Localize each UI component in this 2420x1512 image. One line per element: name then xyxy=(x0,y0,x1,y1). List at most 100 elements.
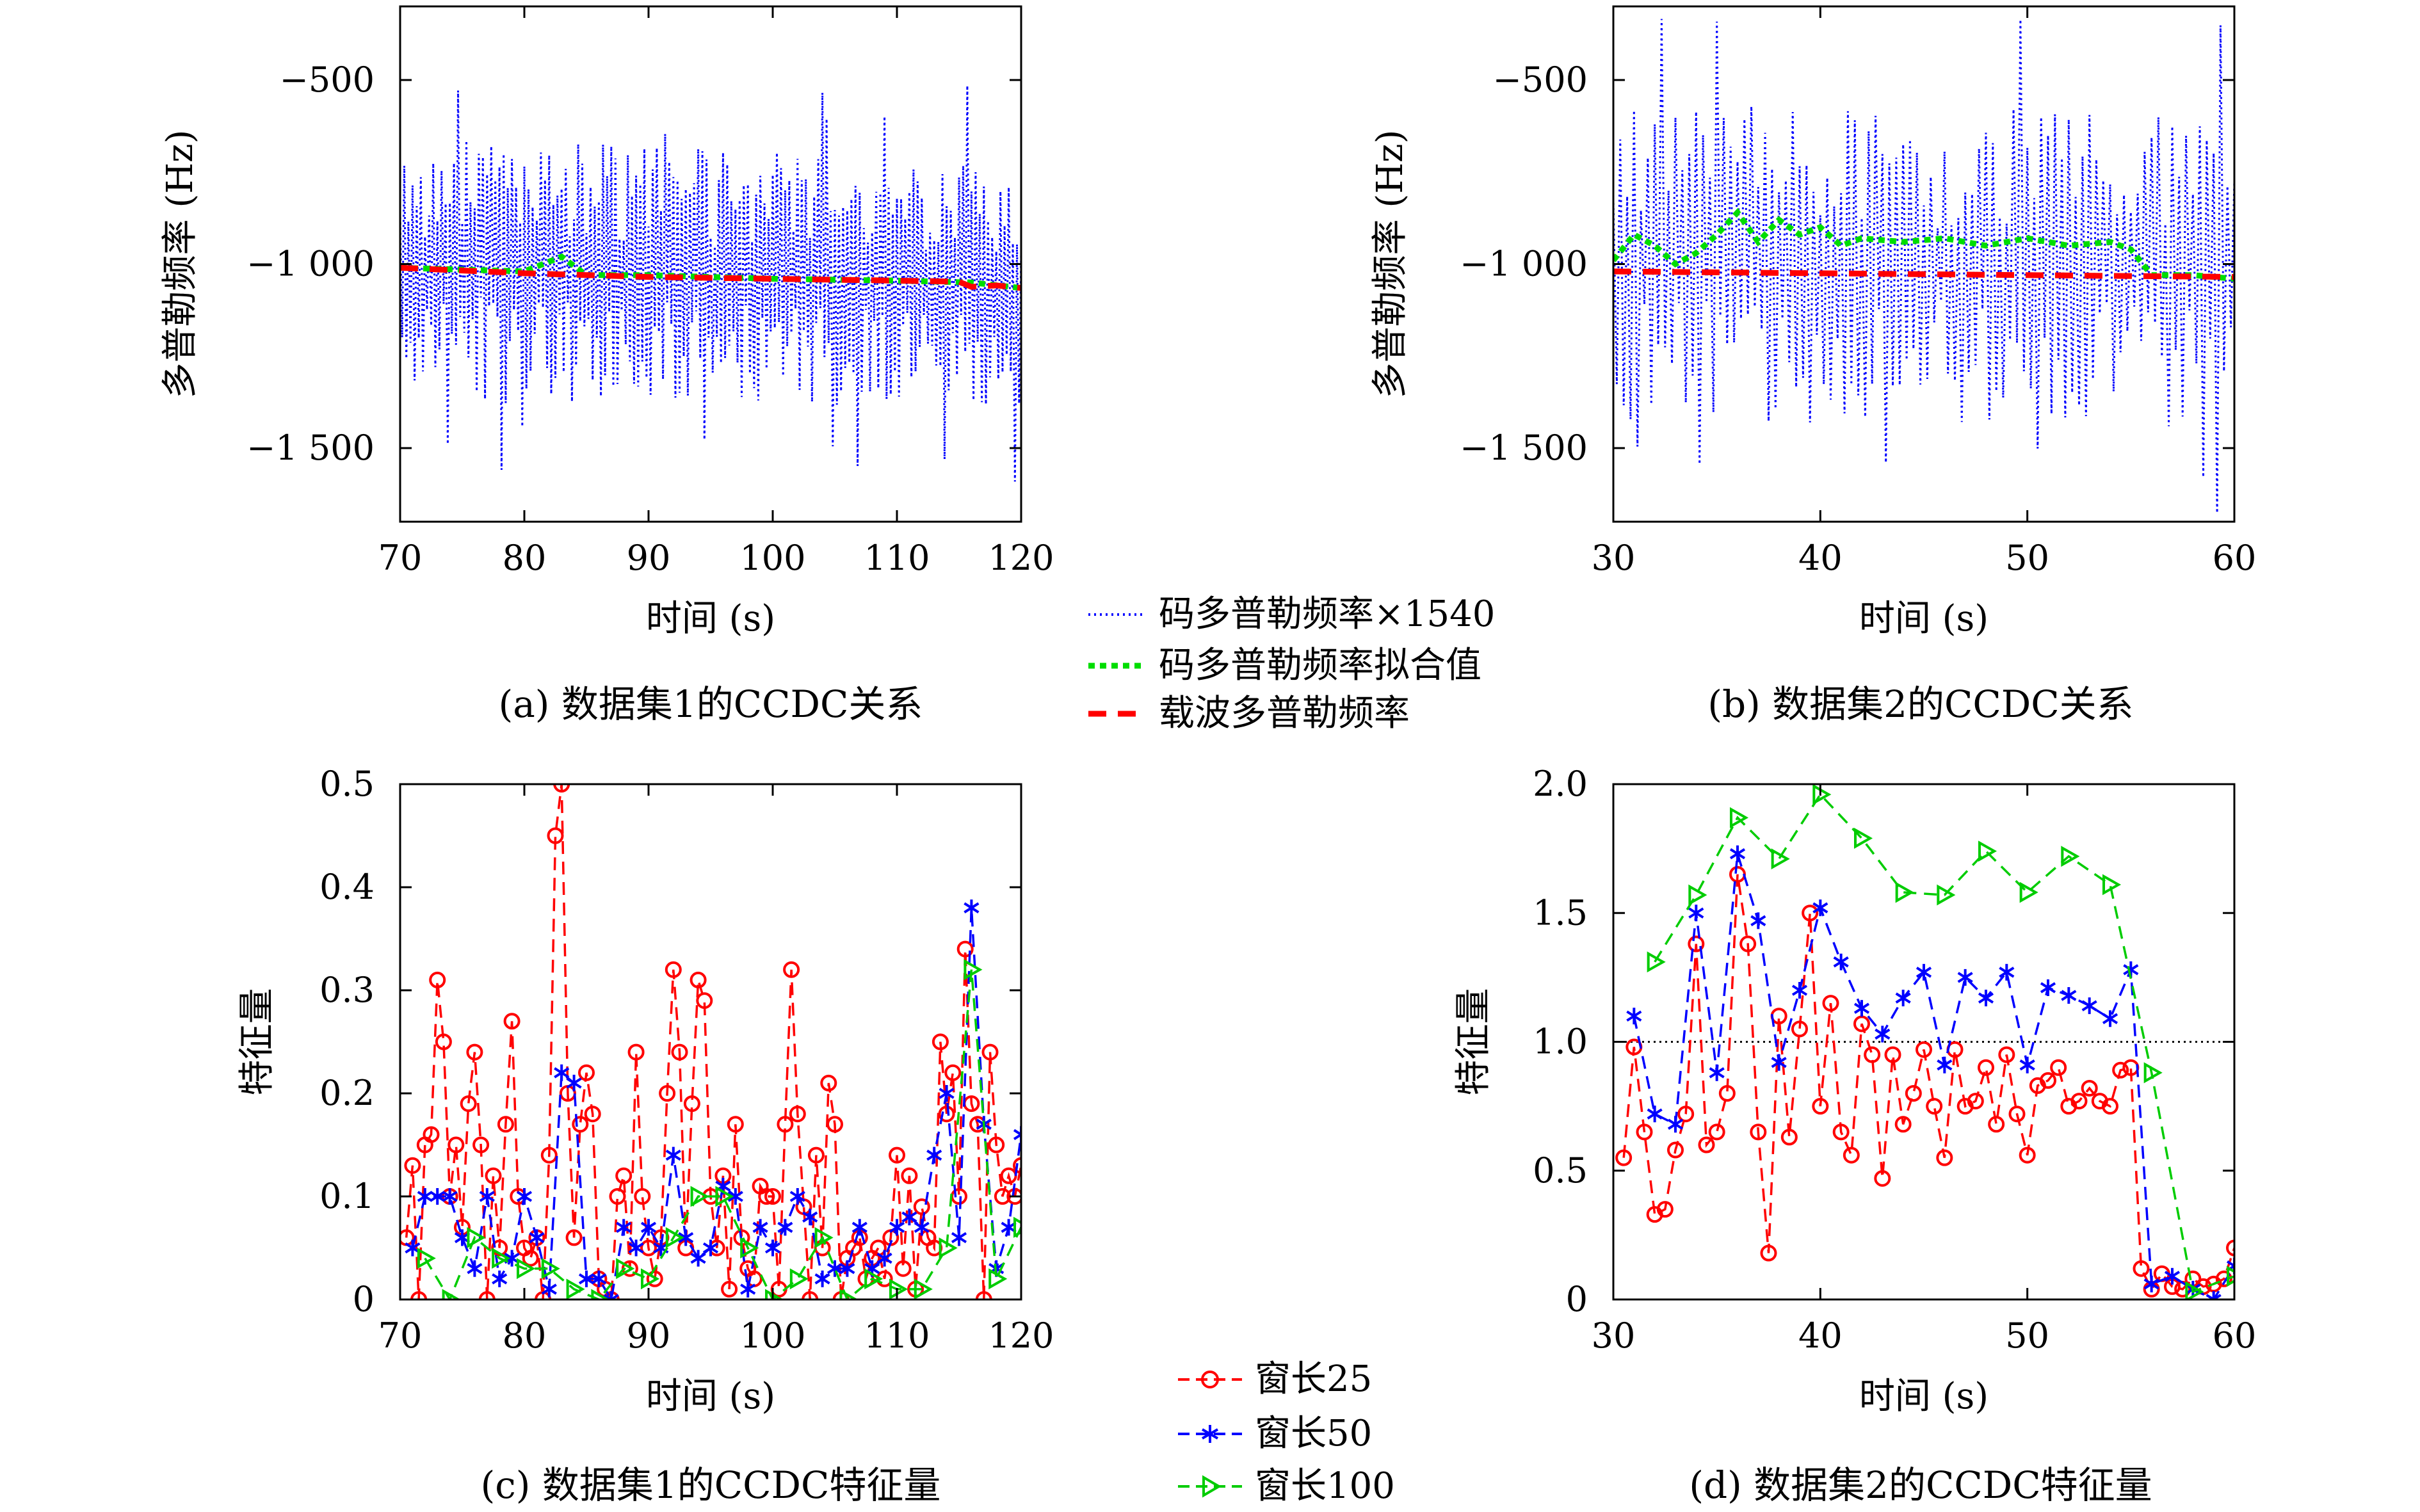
x-tick-label-a: 70 xyxy=(378,538,423,578)
point-d-w25-20 xyxy=(1822,995,1839,1012)
point-d-w25-27 xyxy=(1894,1116,1912,1133)
x-tick-label-a: 80 xyxy=(503,538,547,578)
point-c-w100-2 xyxy=(467,1226,486,1248)
point-c-w50-11 xyxy=(541,1280,557,1298)
point-d-w25-28 xyxy=(1905,1085,1922,1102)
point-c-w100-17 xyxy=(839,1289,859,1299)
point-d-w25-23 xyxy=(1853,1015,1870,1033)
point-c-w50-5 xyxy=(467,1260,483,1277)
point-d-w25-41 xyxy=(2040,1072,2056,1089)
point-c-w50-23 xyxy=(690,1250,706,1267)
point-d-w25-31 xyxy=(1936,1149,1953,1166)
point-c-w25-86 xyxy=(932,1033,949,1050)
point-c-w25-14 xyxy=(485,1167,502,1184)
series-line-a-code xyxy=(400,85,1021,482)
legend-label-w25: 窗长25 xyxy=(1255,1358,1372,1400)
point-d-w25-25 xyxy=(1874,1170,1891,1187)
point-d-w50-10 xyxy=(1833,953,1849,970)
y-tick-label-a: −500 xyxy=(280,60,375,100)
point-c-w25-46 xyxy=(683,1095,700,1113)
point-c-w50-10 xyxy=(529,1229,545,1246)
point-d-w50-21 xyxy=(2061,987,2077,1004)
point-d-w50-7 xyxy=(1771,1054,1787,1071)
y-tick-label-c: 0.5 xyxy=(319,764,375,804)
point-c-w25-4 xyxy=(423,1126,440,1143)
point-c-w50-4 xyxy=(454,1229,471,1246)
point-d-w100-1 xyxy=(1688,884,1707,906)
x-tick-label-c: 110 xyxy=(864,1315,930,1356)
point-c-w50-30 xyxy=(777,1219,793,1236)
point-c-w25-90 xyxy=(956,940,974,958)
point-d-w50-1 xyxy=(1647,1106,1663,1123)
point-d-w25-34 xyxy=(1967,1093,1984,1110)
point-c-w50-29 xyxy=(764,1239,781,1257)
point-c-w25-80 xyxy=(894,1260,912,1277)
legend-label-code-doppler: 码多普勒频率×1540 xyxy=(1159,593,1495,635)
point-c-w25-29 xyxy=(578,1064,595,1081)
point-c-w100-11 xyxy=(690,1186,709,1207)
point-d-w25-26 xyxy=(1884,1046,1901,1063)
point-d-w25-13 xyxy=(1750,1123,1767,1141)
point-c-w25-37 xyxy=(627,1043,645,1061)
point-c-w25-87 xyxy=(938,1106,955,1123)
point-c-w25-95 xyxy=(988,1136,1005,1154)
point-d-w100-10 xyxy=(2061,846,2080,867)
point-c-w100-10 xyxy=(665,1226,684,1248)
point-c-w25-81 xyxy=(901,1167,918,1184)
point-c-w100-1 xyxy=(442,1289,461,1299)
point-c-w25-61 xyxy=(777,1116,794,1133)
point-d-w25-12 xyxy=(1739,935,1757,953)
point-d-w25-42 xyxy=(2050,1059,2067,1076)
caption-b: (b) 数据集2的CCDC关系 xyxy=(1707,682,2133,726)
point-c-w100-12 xyxy=(715,1186,734,1207)
x-tick-label-c: 80 xyxy=(503,1315,547,1356)
y-tick-label-c: 0.4 xyxy=(319,867,375,907)
point-c-w25-8 xyxy=(448,1136,465,1154)
legend-label-w100: 窗长100 xyxy=(1255,1465,1395,1507)
point-d-w25-45 xyxy=(2081,1079,2098,1097)
point-c-w50-32 xyxy=(802,1209,818,1226)
point-d-w25-30 xyxy=(1926,1098,1943,1115)
point-d-w25-29 xyxy=(1916,1041,1932,1058)
series-line-d-w100 xyxy=(1654,792,2234,1294)
point-c-w25-94 xyxy=(981,1043,999,1061)
point-c-w50-15 xyxy=(591,1270,607,1287)
point-d-w25-35 xyxy=(1978,1059,1994,1076)
y-tick-label-d: 0.5 xyxy=(1533,1150,1588,1191)
point-d-w25-58 xyxy=(2215,1270,2232,1287)
point-d-w25-2 xyxy=(1636,1123,1653,1141)
point-d-w50-26 xyxy=(2164,1267,2181,1285)
point-d-w25-5 xyxy=(1667,1141,1684,1159)
point-c-w100-8 xyxy=(616,1258,635,1280)
point-c-w25-42 xyxy=(659,1085,676,1102)
point-d-w25-37 xyxy=(1998,1046,2015,1063)
axes-frame-c xyxy=(399,783,1022,1301)
point-c-w50-27 xyxy=(740,1280,756,1298)
legend-marker-w50 xyxy=(1201,1425,1219,1443)
point-d-w25-17 xyxy=(1791,1020,1808,1038)
series-line-c-w100 xyxy=(424,969,1021,1299)
point-c-w50-33 xyxy=(814,1270,830,1287)
x-tick-label-d: 40 xyxy=(1798,1315,1843,1356)
point-d-w25-22 xyxy=(1843,1146,1860,1164)
point-d-w50-20 xyxy=(2040,979,2056,996)
point-d-w25-18 xyxy=(1802,905,1819,922)
point-d-w25-24 xyxy=(1864,1046,1881,1063)
point-d-w25-19 xyxy=(1812,1098,1829,1115)
x-tick-label-c: 100 xyxy=(739,1315,805,1356)
y-tick-label-c: 0.3 xyxy=(319,970,375,1010)
point-c-w25-5 xyxy=(429,971,446,988)
panel-a: 70 80 90 100 110 120 −500 −1 000 −1 500 时间 (s) 多普勒… xyxy=(159,5,1054,639)
point-d-w50-19 xyxy=(2019,1056,2035,1074)
point-c-w50-44 xyxy=(951,1229,967,1246)
point-d-w50-23 xyxy=(2102,1010,2118,1027)
point-c-w25-40 xyxy=(646,1270,663,1287)
point-c-w100-0 xyxy=(417,1248,436,1269)
point-c-w25-68 xyxy=(820,1074,837,1091)
point-d-w50-2 xyxy=(1667,1116,1684,1133)
point-d-w25-4 xyxy=(1656,1201,1674,1218)
panel-b: 30 40 50 60 −500 −1 000 −1 500 时间 (s) 多普勒频率 (Hz) xyxy=(1369,5,2256,639)
point-c-w25-17 xyxy=(503,1013,520,1030)
point-c-w50-41 xyxy=(914,1219,930,1236)
y-tick-label-b: −1 500 xyxy=(1460,428,1588,468)
